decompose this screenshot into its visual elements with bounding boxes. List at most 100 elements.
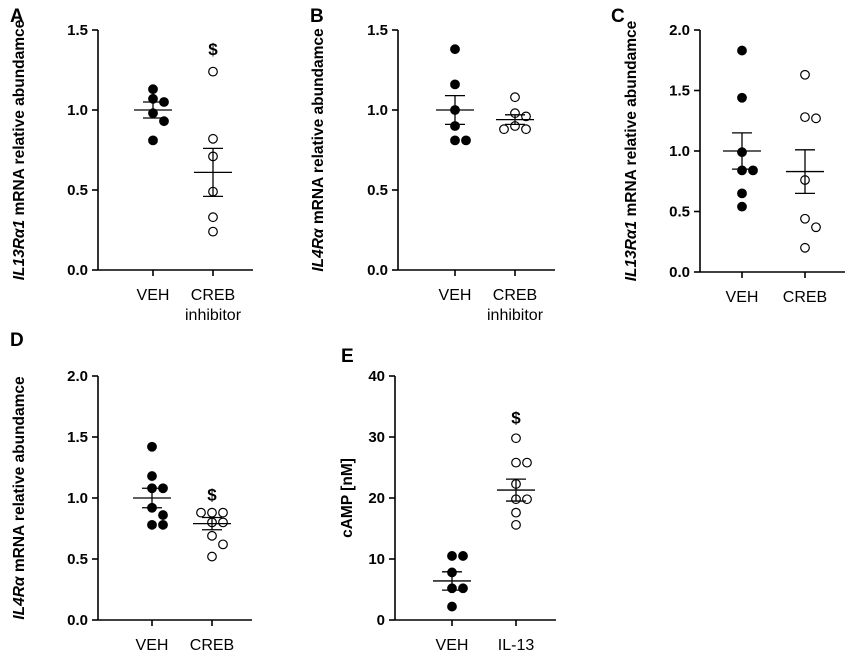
y-axis-label: IL4Rα mRNA relative abundamce [310,28,327,272]
data-point [510,92,520,103]
y-tick-label: 1.5 [669,83,690,100]
x-category-label: IL-13 [498,637,535,650]
y-tick-label: 1.5 [67,429,88,446]
data-point [522,494,532,505]
y-tick-label: 1.0 [67,490,88,507]
significance-marker: $ [208,40,218,59]
panel-letter: D [10,330,24,351]
y-tick-label: 30 [368,429,385,446]
x-category-label: VEH [439,287,472,304]
data-point [748,165,758,176]
y-tick-label: 1.0 [669,143,690,160]
y-axis-label: IL4Rα mRNA relative abundamce [11,376,28,620]
data-point [450,79,460,90]
y-tick-label: 0.5 [67,551,88,568]
y-tick-label: 1.5 [67,22,88,39]
data-point [447,601,457,612]
data-point [159,116,169,127]
significance-marker: $ [207,485,217,504]
data-point [800,112,810,123]
x-category-label: CREB [783,289,827,306]
x-category-label: CREB [191,287,235,304]
data-point [458,583,468,594]
x-category-label: VEH [726,289,759,306]
data-point [800,242,810,253]
data-point [511,433,521,444]
data-point [208,212,218,223]
data-point [450,44,460,55]
data-point [208,133,218,144]
data-point [511,519,521,530]
y-tick-label: 1.5 [367,22,388,39]
data-point [196,507,206,518]
data-point [208,226,218,237]
data-point [511,457,521,468]
x-category-label: inhibitor [487,307,544,324]
y-axis-label: IL13Rα1 mRNA relative abundamce [11,19,28,280]
data-point [461,135,471,146]
data-point [737,188,747,199]
y-tick-label: 1.0 [67,102,88,119]
y-axis-label: IL13Rα1 mRNA relative abundamce [623,20,640,281]
x-category-label: CREB [190,637,234,650]
data-point [458,551,468,561]
panel-letter: A [10,6,24,27]
data-point [800,69,810,80]
y-tick-label: 0.0 [669,264,690,281]
y-tick-label: 0.5 [669,204,690,221]
x-category-label: VEH [436,637,469,650]
data-point [158,519,168,530]
data-point [737,45,747,56]
data-point [148,135,158,146]
data-point [800,213,810,224]
y-tick-label: 2.0 [67,368,88,385]
data-point [218,539,228,550]
data-point [147,471,157,481]
y-tick-label: 0.5 [67,182,88,199]
panel-D: D IL4Rα mRNA relative abundamce 0.0 0.5 1.0 1… [10,330,252,654]
y-tick-label: 40 [368,368,385,385]
x-category-label: VEH [136,637,169,650]
data-point [811,113,821,124]
x-category-label: inhibitor [185,307,242,324]
y-tick-label: 0.0 [367,262,388,279]
data-point [811,222,821,233]
x-category-label: CREB [493,287,537,304]
data-point [521,124,531,135]
y-tick-label: 0 [377,612,385,629]
x-category-label: VEH [137,287,170,304]
panel-letter: E [341,346,354,367]
data-point [148,84,158,95]
data-point [207,551,217,562]
data-point [158,510,168,520]
y-tick-label: 0.0 [67,612,88,629]
y-tick-label: 1.0 [367,102,388,119]
data-point [450,135,460,146]
y-tick-label: 20 [368,490,385,507]
data-point [147,519,157,530]
significance-marker: $ [511,408,521,427]
y-tick-label: 10 [368,551,385,568]
y-tick-label: 0.5 [367,182,388,199]
y-tick-label: 2.0 [669,22,690,39]
data-point [207,507,217,518]
data-point [499,124,509,135]
data-point [737,201,747,212]
data-point [218,507,228,518]
data-point [511,507,521,518]
panel-letter: C [611,6,625,27]
y-tick-label: 0.0 [67,262,88,279]
y-axis-label: cAMP [nM] [339,458,356,538]
data-point [218,517,228,528]
data-point [147,441,157,452]
data-point [737,92,747,103]
data-point [208,66,218,77]
panel-letter: B [310,6,324,27]
data-point [207,530,217,541]
